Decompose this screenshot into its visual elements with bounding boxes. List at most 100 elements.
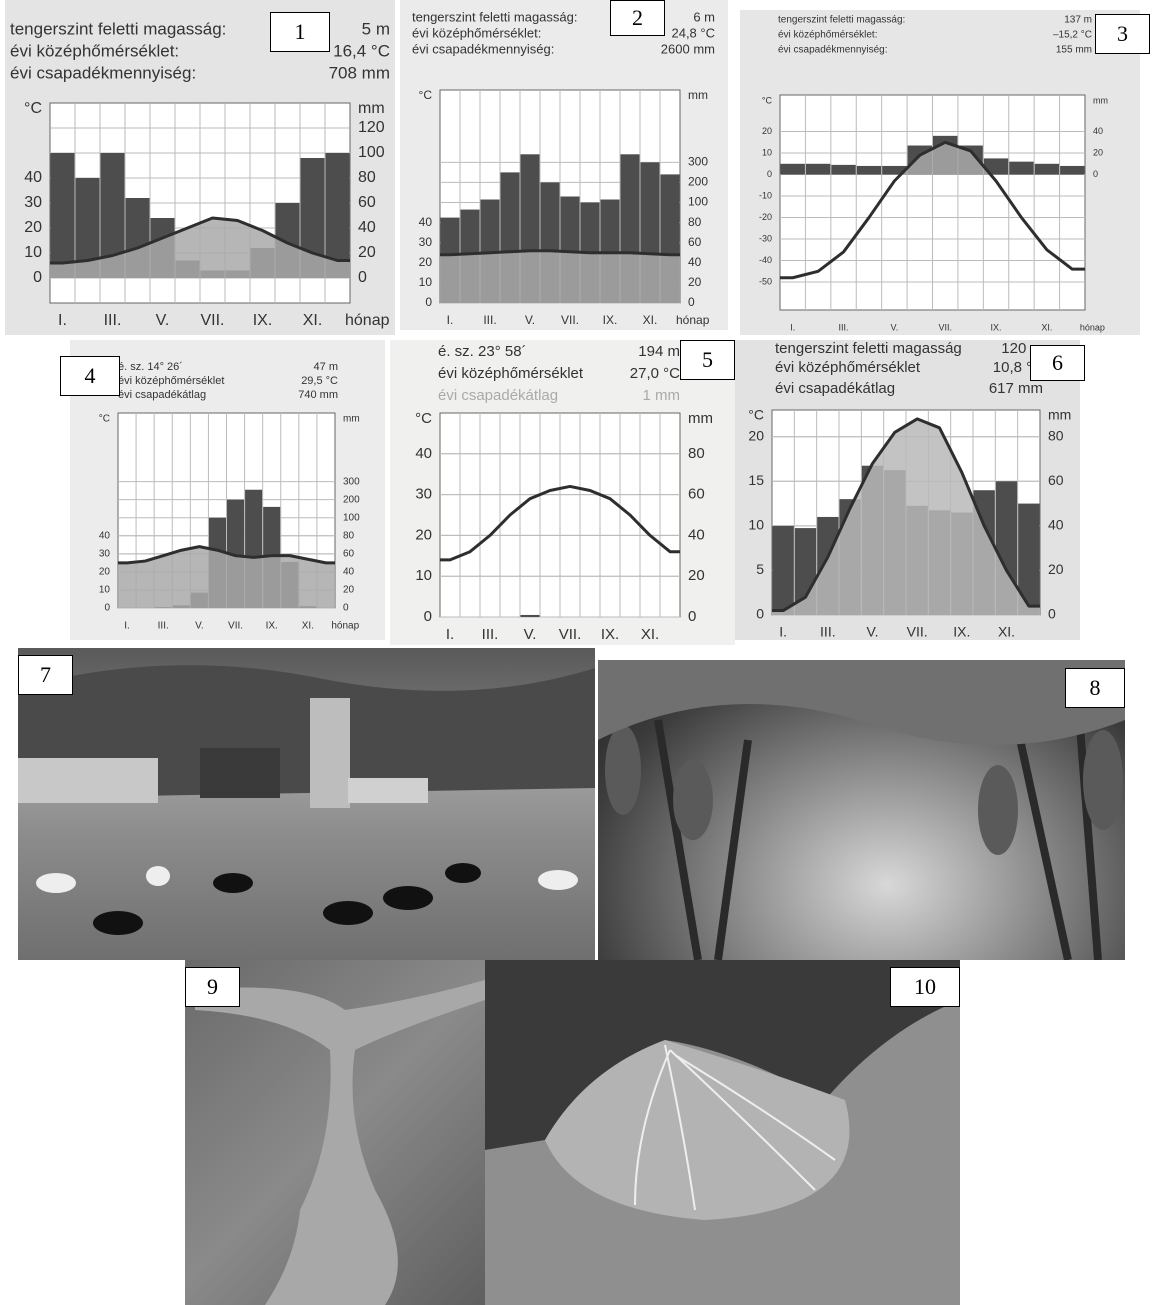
x-tick-label: I. — [124, 621, 130, 632]
precipitation-bar — [780, 163, 805, 175]
temperature-line — [440, 484, 680, 562]
x-tick-label: I. — [446, 626, 454, 643]
x-tick-label: V. — [524, 626, 537, 643]
info-label: évi középhőmérséklet — [438, 365, 584, 382]
y2-tick-label: 80 — [688, 215, 702, 229]
y-tick-label: 10 — [24, 244, 42, 261]
panel-number: 4 — [60, 356, 120, 396]
panel-number: 3 — [1095, 14, 1150, 54]
info-value: 617 mm — [989, 380, 1043, 397]
y2-tick-label: 0 — [343, 603, 349, 614]
panel-number: 2 — [610, 0, 665, 36]
y2-tick-label: 200 — [688, 175, 708, 189]
x-tick-label: IX. — [953, 624, 970, 640]
y2-tick-label: 100 — [358, 144, 385, 161]
y2-tick-label: 80 — [688, 445, 705, 462]
y2-tick-label: 0 — [358, 269, 367, 286]
y-tick-label: 40 — [99, 530, 111, 541]
precipitation-bar — [856, 165, 882, 175]
precipitation-bar — [1034, 163, 1060, 175]
info-label: tengerszint feletti magasság: — [778, 15, 905, 26]
y2-axis-label: mm — [688, 88, 708, 102]
y2-axis-label: mm — [358, 100, 385, 117]
y-tick-label: 30 — [24, 194, 42, 211]
info-label: é. sz. 14° 26´ — [118, 361, 183, 373]
y-tick-label: 0 — [424, 608, 432, 625]
y2-tick-label: 40 — [1093, 126, 1103, 136]
y2-tick-label: 20 — [358, 244, 376, 261]
x-tick-label: V. — [867, 624, 879, 640]
x-tick-label: I. — [779, 624, 787, 640]
photo-farm — [18, 648, 595, 960]
temperature-area — [440, 250, 680, 303]
y-axis-label: °C — [419, 88, 433, 102]
panel-number: 6 — [1030, 345, 1085, 381]
x-tick-label: III. — [158, 621, 169, 632]
precipitation-bar — [983, 158, 1009, 175]
y2-axis-label: mm — [1048, 407, 1071, 423]
precipitation-bar — [882, 165, 907, 175]
x-tick-label: VII. — [559, 626, 582, 643]
y-tick-label: 10 — [762, 147, 772, 157]
info-value: 740 mm — [298, 389, 338, 401]
photo-art — [195, 980, 485, 1305]
y-tick-label: 30 — [419, 235, 433, 249]
info-value: 708 mm — [329, 63, 390, 82]
temperature-area — [772, 418, 1040, 615]
precipitation-bar — [520, 614, 540, 617]
y2-tick-label: 100 — [688, 195, 708, 209]
y2-tick-label: 20 — [1093, 147, 1103, 157]
x-tick-label: IX. — [253, 312, 273, 329]
x-tick-label: XI. — [998, 624, 1015, 640]
info-value: 6 m — [693, 9, 715, 24]
x-tick-label: III. — [482, 626, 499, 643]
precipitation-bar — [1060, 165, 1085, 175]
info-value: 5 m — [362, 19, 390, 38]
y2-tick-label: 40 — [1048, 517, 1064, 533]
y2-tick-label: 40 — [688, 255, 702, 269]
x-tick-label: I. — [58, 312, 67, 329]
y2-tick-label: 100 — [343, 512, 360, 523]
precipitation-bar — [805, 163, 831, 175]
y2-tick-label: 20 — [343, 585, 355, 596]
y-tick-label: 40 — [415, 445, 432, 462]
y-tick-label: 30 — [415, 486, 432, 503]
x-tick-label: I. — [447, 313, 454, 327]
info-label: évi középhőmérséklet: — [10, 41, 179, 60]
y-tick-label: 20 — [748, 427, 764, 443]
x-tick-label: III. — [104, 312, 122, 329]
info-label: évi csapadékátlag — [775, 380, 895, 397]
info-value: 194 m — [638, 343, 680, 360]
x-axis-unit: hónap — [676, 313, 710, 327]
panel-number: 9 — [185, 967, 240, 1007]
y-tick-label: 0 — [767, 169, 772, 179]
y2-tick-label: 300 — [688, 155, 708, 169]
x-tick-label: V. — [195, 621, 204, 632]
info-label: tengerszint feletti magasság: — [412, 9, 577, 24]
x-tick-label: IX. — [266, 621, 278, 632]
panel-number: 1 — [270, 12, 330, 52]
x-tick-label: I. — [790, 322, 795, 332]
info-label: tengerszint feletti magasság — [775, 340, 962, 357]
y2-tick-label: 0 — [1093, 169, 1098, 179]
y2-tick-label: 40 — [343, 567, 355, 578]
panel-number: 5 — [680, 340, 735, 380]
y-tick-label: -50 — [759, 276, 772, 286]
y-tick-label: -40 — [759, 255, 772, 265]
x-tick-label: V. — [156, 312, 170, 329]
x-axis-unit: hónap — [331, 621, 359, 632]
y-axis-label: °C — [748, 407, 764, 423]
y2-tick-label: 40 — [358, 219, 376, 236]
y-tick-label: -30 — [759, 233, 772, 243]
y-tick-label: 0 — [756, 606, 764, 622]
info-value: 24,8 °C — [671, 25, 715, 40]
info-value: 1 mm — [643, 387, 681, 404]
y2-axis-label: mm — [688, 410, 713, 427]
info-label: tengerszint feletti magasság: — [10, 19, 226, 38]
x-axis-unit: hónap — [345, 312, 390, 329]
y-axis-label: °C — [99, 414, 110, 425]
y-tick-label: 0 — [33, 269, 42, 286]
y2-tick-label: 80 — [358, 169, 376, 186]
y-tick-label: 10 — [99, 585, 111, 596]
